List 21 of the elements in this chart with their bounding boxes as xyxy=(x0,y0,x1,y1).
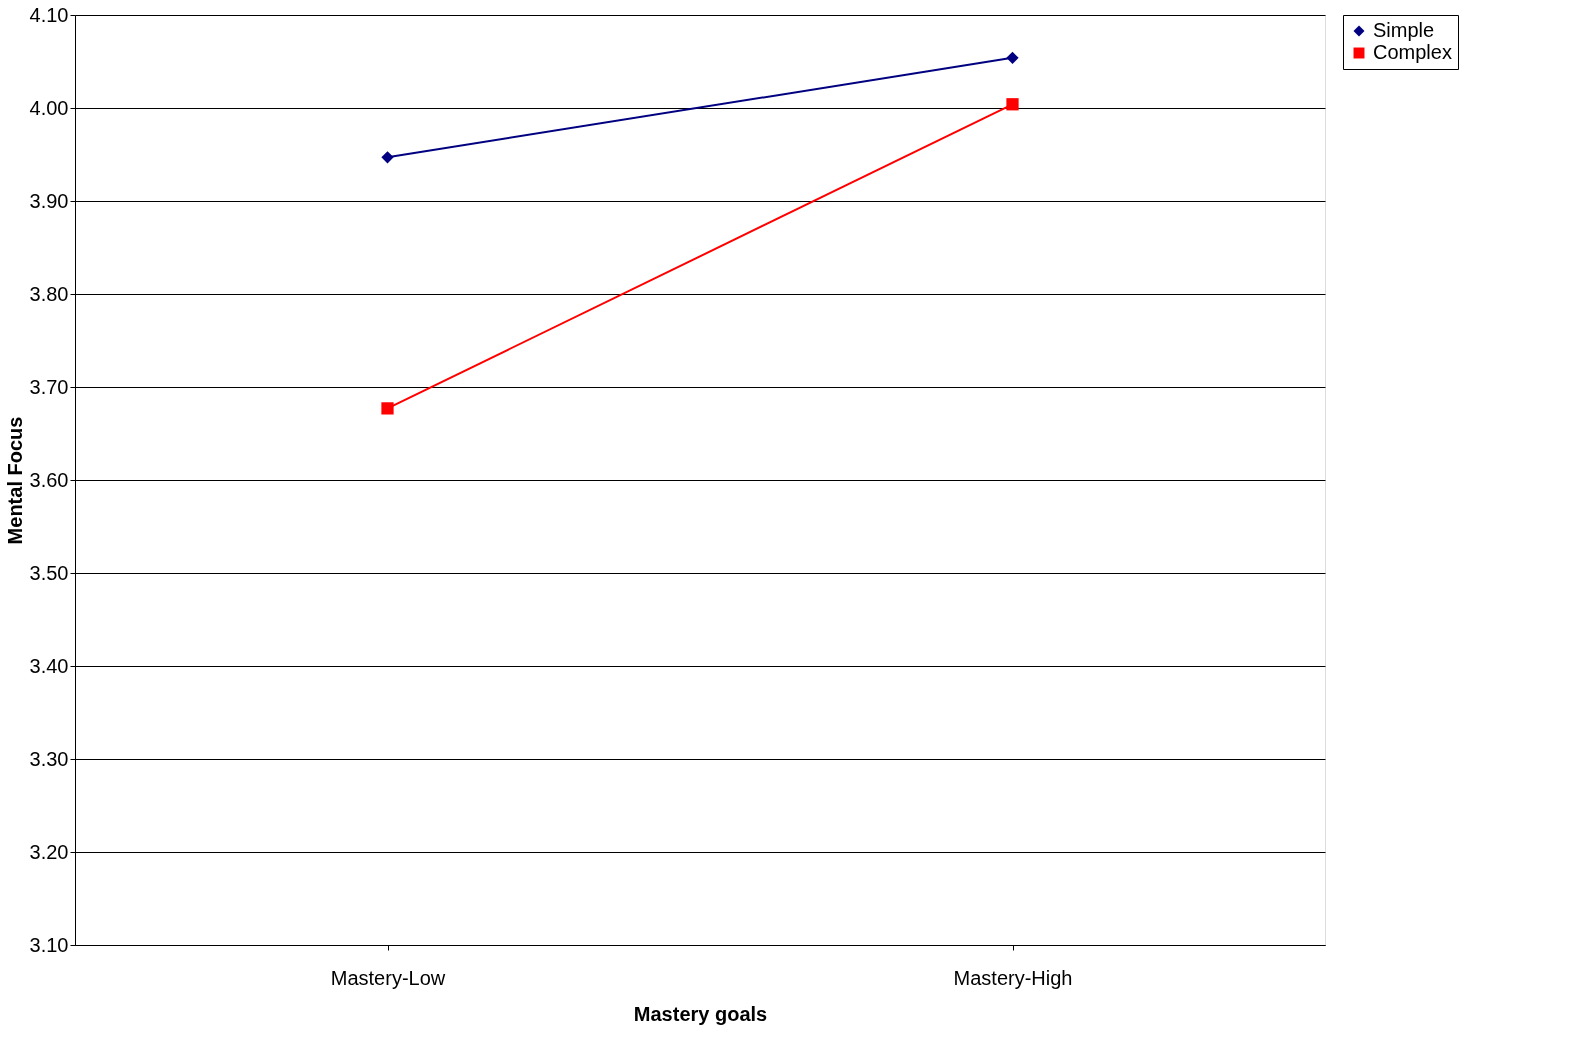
y-tick-label: 3.80 xyxy=(29,282,69,305)
y-tick-label: 3.20 xyxy=(29,840,69,863)
y-tick-label: 3.50 xyxy=(29,561,69,584)
x-axis-title: Mastery goals xyxy=(633,1002,768,1025)
point xyxy=(1006,51,1019,64)
legend-label: Complex xyxy=(1373,41,1452,63)
y-tick-label: 3.10 xyxy=(29,933,69,956)
x-tick-label: Mastery-High xyxy=(953,966,1073,989)
legend-label: Simple xyxy=(1373,19,1435,41)
y-tick-label: 3.70 xyxy=(29,375,69,398)
x-tick-label: Mastery-Low xyxy=(330,966,446,989)
y-tick-label: 4.10 xyxy=(29,3,69,26)
y-tick-label: 3.90 xyxy=(29,189,69,212)
point xyxy=(1006,98,1019,111)
y-tick-label: 3.30 xyxy=(29,747,69,770)
point xyxy=(381,151,394,164)
y-tick-label: 3.40 xyxy=(29,654,69,677)
point xyxy=(381,402,394,415)
y-tick-label: 4.00 xyxy=(29,96,69,119)
y-axis-title: Mental Focus xyxy=(3,416,26,545)
y-tick-label: 3.60 xyxy=(29,468,69,491)
